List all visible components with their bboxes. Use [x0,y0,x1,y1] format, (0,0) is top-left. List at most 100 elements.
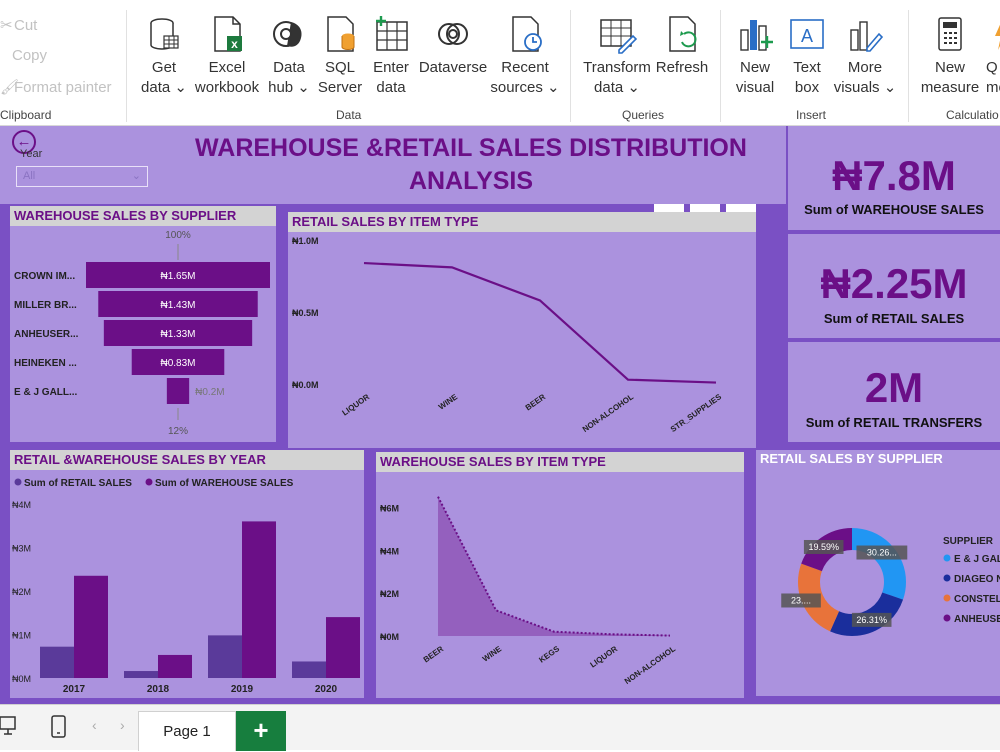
refresh-button[interactable]: Refresh [654,14,710,78]
year-bar [292,661,326,678]
more-options-icon[interactable] [726,204,756,212]
x-tick-label: STR_SUPPLIES [669,392,724,434]
focus-mode-icon[interactable] [690,204,720,212]
add-page-button[interactable]: + [236,711,286,751]
recent-sources-button[interactable]: Recent sources ⌄ [490,14,560,98]
legend-marker [943,614,951,622]
x-tick-label: 2019 [231,684,254,695]
donut-data-label: 30.26... [867,548,897,558]
legend-item: ANHEUSE [954,614,1000,625]
x-tick-label: WINE [481,644,504,664]
y-tick-label: ₦4M [380,546,399,556]
text-box-button[interactable]: A Text box [784,14,830,98]
warehouse-sales-by-supplier-chart[interactable]: WAREHOUSE SALES BY SUPPLIER 100% 12% CRO… [10,206,276,442]
chart-title: RETAIL &WAREHOUSE SALES BY YEAR [10,450,364,470]
funnel-value-label: ₦0.83M [160,358,195,369]
x-tick-label: KEGS [537,644,561,665]
year-bar [208,635,242,678]
donut-label-bg [803,539,844,554]
copy-button[interactable]: Copy [12,47,48,64]
legend-item: Sum of RETAIL SALES [24,478,132,489]
clipboard-group-label: Clipboard [0,108,52,122]
y-tick-label: ₦1M [12,631,31,641]
next-page-icon[interactable]: › [120,717,125,733]
ribbon-separator [570,10,571,122]
svg-text:x: x [231,37,238,51]
y-tick-label: ₦6M [380,503,399,513]
page-tab-page-1[interactable]: Page 1 [138,711,236,751]
x-tick-label: LIQUOR [589,644,620,669]
slicer-label: Year [20,148,43,160]
y-tick-label: ₦0.5M [292,308,319,318]
brush-icon: 🖌 [0,79,20,96]
y-tick-label: ₦4M [12,500,31,510]
slicer-dropdown[interactable]: All ⌄ [16,166,148,187]
cut-button[interactable]: ✂Cut [0,17,38,34]
x-tick-label: 2020 [315,684,338,695]
sql-server-button[interactable]: SQL Server [316,14,364,98]
calculator-icon [938,17,962,51]
database-icon [150,18,179,50]
dataverse-icon [438,23,468,45]
year-bar [326,617,360,678]
y-tick-label: ₦0.0M [292,380,319,390]
donut-data-label: 23.... [791,595,811,605]
kpi-card-retail-transfers: 2M Sum of RETAIL TRANSFERS [788,342,1000,442]
y-tick-label: ₦2M [12,587,31,597]
more-visuals-button[interactable]: More visuals ⌄ [832,14,898,98]
legend-item: E & J GAL [954,554,1000,565]
funnel-value-label: ₦0.2M [195,387,224,398]
desktop-view-icon[interactable] [0,716,18,736]
x-tick-label: WINE [437,392,460,412]
warehouse-line [437,496,671,637]
donut-svg: 30.26... 26.31% 23.... 19.59% SUPPLIER E & … [781,528,1000,636]
warehouse-sales-by-item-type-chart[interactable]: WAREHOUSE SALES BY ITEM TYPE ₦6M ₦4M ₦2M ₦0… [376,452,744,698]
ribbon: ✂Cut Copy 🖌Format painter Clipboard Get d… [0,0,1000,126]
legend-marker [943,574,951,582]
legend-marker-retail [14,478,22,486]
funnel-category-label: ANHEUSER... [14,329,79,340]
donut-data-label: 19.59% [808,542,839,552]
previous-page-icon[interactable]: ‹ [92,717,97,733]
legend-item: DIAGEO N [954,574,1000,585]
donut-label-bg [781,593,821,608]
funnel-top-label: 100% [165,230,191,241]
format-painter-button[interactable]: 🖌Format painter [0,79,112,96]
new-measure-button[interactable]: New measure [918,14,982,98]
year-slicer[interactable]: ← Year All ⌄ [0,126,156,204]
text-box-icon: A [790,19,824,49]
transform-icon [600,19,637,54]
enter-data-button[interactable]: Enter data [367,14,415,98]
more-visuals-icon [850,21,884,52]
funnel-category-label: MILLER BR... [14,300,77,311]
mobile-view-icon[interactable] [50,715,68,739]
data-hub-icon [273,21,302,47]
refresh-icon [669,16,697,52]
x-tick-label: NON-ALCOHOL [623,644,677,686]
legend-title: SUPPLIER [943,536,994,547]
page-navigator: ‹ › Page 1 + [0,704,1000,751]
ribbon-separator [908,10,909,122]
retail-sales-by-supplier-chart[interactable]: RETAIL SALES BY SUPPLIER 30.26... 26.31% 2… [756,450,1000,696]
back-arrow-icon[interactable]: ← [12,130,36,154]
data-hub-button[interactable]: Data hub ⌄ [265,14,313,98]
dataverse-button[interactable]: Dataverse [418,14,488,78]
transform-data-button[interactable]: Transform data ⌄ [582,14,652,98]
get-data-button[interactable]: Get data ⌄ [140,14,188,98]
retail-sales-by-item-type-chart[interactable]: RETAIL SALES BY ITEM TYPE ₦1.0M ₦0.5M ₦0… [288,212,756,448]
new-visual-button[interactable]: New visual [730,14,780,98]
chart-title: RETAIL SALES BY ITEM TYPE [288,212,756,232]
excel-workbook-button[interactable]: x Excel workbook [192,14,262,98]
donut-slice [798,528,906,636]
year-bar [124,671,158,678]
x-tick-label: 2018 [147,684,170,695]
ribbon-separator [126,10,127,122]
quick-measure-button[interactable]: Qme [986,14,1000,98]
funnel-value-label: ₦1.33M [160,329,195,340]
insert-group-label: Insert [796,108,827,122]
x-tick-label: 2017 [63,684,86,695]
filter-icon[interactable] [654,204,684,212]
sales-by-year-chart[interactable]: RETAIL &WAREHOUSE SALES BY YEAR Sum of R… [10,450,364,698]
table-plus-icon [376,16,408,51]
x-tick-label: LIQUOR [341,392,372,417]
